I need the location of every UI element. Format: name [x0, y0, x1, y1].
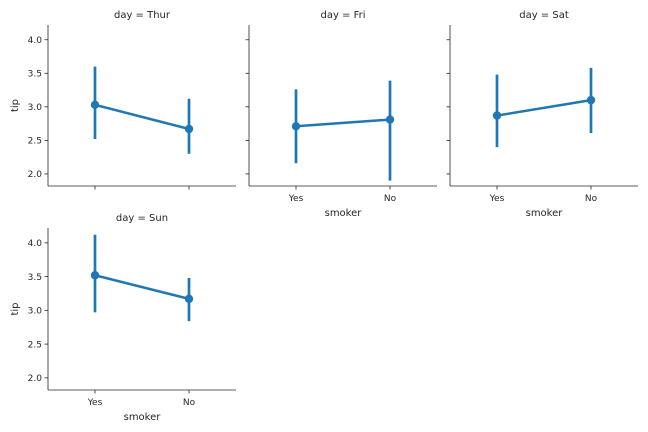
facet-panel-4: day = Sun 2.0 2.5 3.0 3.5 4.0 Yes No smoker tip [10, 213, 236, 423]
facet-title: day = Thur [114, 10, 171, 21]
y-tick-label: 4.0 [28, 36, 43, 46]
y-tick-label: 2.0 [28, 170, 43, 180]
x-tick-label: No [585, 194, 598, 204]
mean-point [385, 115, 395, 124]
y-tick-label: 3.0 [28, 103, 43, 113]
mean-point [586, 95, 596, 105]
mean-point [90, 100, 100, 110]
x-tick-label: No [384, 194, 397, 204]
mean-point [90, 271, 100, 280]
mean-line [496, 98, 592, 117]
facet-panel-1: day = Thur 2.0 2.5 3.0 3.5 4.0 tip [10, 10, 236, 190]
y-tick-label: 3.0 [28, 307, 43, 317]
x-tick-label: Yes [489, 194, 505, 204]
y-axis-label: tip [10, 302, 21, 315]
y-axis-label: tip [10, 99, 21, 112]
mean-point [184, 124, 194, 134]
facet-panel-2: day = Fri Yes No smoker [245, 10, 437, 219]
mean-point [492, 111, 502, 120]
mean-point [184, 294, 194, 304]
x-tick-label: No [183, 398, 196, 408]
y-tick-label: 2.5 [28, 137, 42, 147]
y-tick-label: 2.5 [28, 340, 42, 350]
y-tick-label: 3.5 [28, 70, 42, 80]
mean-point [291, 122, 301, 131]
facet-title: day = Sun [116, 213, 168, 224]
facet-title: day = Fri [320, 10, 365, 21]
mean-line [295, 118, 391, 128]
facet-title: day = Sat [519, 10, 569, 21]
mean-line [94, 103, 190, 131]
y-tick-label: 2.0 [28, 374, 43, 384]
y-tick-label: 4.0 [28, 239, 43, 249]
x-tick-label: Yes [288, 194, 304, 204]
x-axis-label: smoker [526, 208, 564, 219]
x-axis-label: smoker [325, 208, 363, 219]
y-tick-label: 3.5 [28, 273, 42, 283]
x-axis-label: smoker [124, 412, 162, 423]
facet-panel-3: day = Sat Yes No smoker [446, 10, 638, 219]
x-tick-label: Yes [87, 398, 103, 408]
mean-line [94, 274, 190, 301]
